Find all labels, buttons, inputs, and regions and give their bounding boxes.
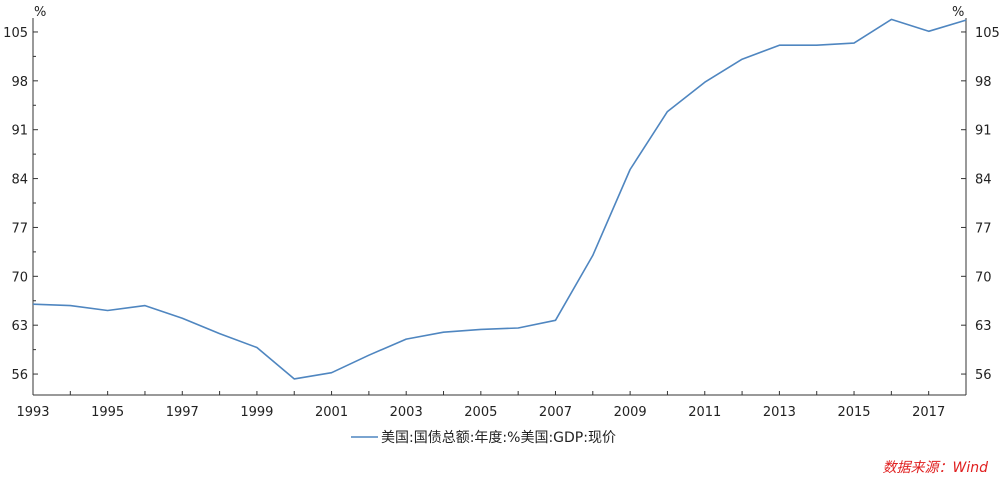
right-y-tick-label: 63 [975,319,992,334]
legend: 美国:国债总额:年度:%美国:GDP:现价 [351,430,616,446]
x-tick-label: 1995 [91,405,124,420]
data-point [741,58,743,60]
right-y-tick-label: 105 [975,26,1000,41]
left-y-tick-label: 84 [11,173,28,188]
data-point [32,303,34,305]
x-tick-label: 1997 [166,405,199,420]
data-point [779,44,781,46]
data-point [107,310,109,312]
plot-frame [32,18,967,396]
data-point [70,305,72,307]
right-y-ticks: 56 63 70 77 84 91 98 105 [961,26,1000,383]
x-tick-label: 2007 [539,405,572,420]
left-y-tick-label: 70 [11,270,28,285]
x-tick-label: 2015 [837,405,870,420]
x-tick-label: 2013 [763,405,796,420]
left-y-ticks: 56 63 70 77 84 91 98 105 [3,26,38,383]
data-point [443,331,445,333]
x-tick-label: 2003 [390,405,423,420]
right-y-tick-label: 77 [975,221,992,236]
x-tick-label: 2011 [688,405,721,420]
right-y-tick-label: 91 [975,124,992,139]
x-tick-label: 2001 [315,405,348,420]
left-y-tick-label: 98 [11,75,28,90]
right-y-tick-label: 56 [975,368,992,383]
left-y-tick-label: 105 [3,26,28,41]
data-point [480,329,482,331]
data-point [704,81,706,83]
right-y-unit: % [952,5,964,20]
left-y-tick-label: 63 [11,319,28,334]
series-line [32,18,967,380]
data-point [219,333,221,335]
x-tick-label: 2017 [912,405,945,420]
data-point [816,44,818,46]
x-tick-label: 2009 [614,405,647,420]
x-tick-label: 1993 [16,405,49,420]
data-point [629,169,631,171]
data-point [293,378,295,380]
data-point [965,19,967,21]
data-point [891,19,893,21]
data-point [667,111,669,113]
legend-label: 美国:国债总额:年度:%美国:GDP:现价 [381,430,616,446]
data-point [256,347,258,349]
data-point [517,327,519,329]
left-y-tick-label: 91 [11,124,28,139]
left-y-unit: % [34,5,46,20]
left-y-tick-label: 56 [11,368,28,383]
data-point [405,338,407,340]
data-point [853,42,855,44]
data-point [592,255,594,257]
source-note: 数据来源：Wind [883,460,989,476]
data-point [368,354,370,356]
data-point [555,319,557,321]
data-point [181,317,183,319]
data-point [928,30,930,32]
data-point [144,305,146,307]
right-y-tick-label: 70 [975,270,992,285]
left-y-tick-label: 77 [11,221,28,236]
series-layer [32,18,967,380]
x-ticks: 1993 1995 1997 1999 2001 2003 2005 2007 2009 2011… [16,391,967,420]
right-y-tick-label: 84 [975,173,992,188]
x-tick-label: 2005 [464,405,497,420]
right-y-tick-label: 98 [975,75,992,90]
x-tick-label: 1999 [240,405,273,420]
data-point [331,372,333,374]
